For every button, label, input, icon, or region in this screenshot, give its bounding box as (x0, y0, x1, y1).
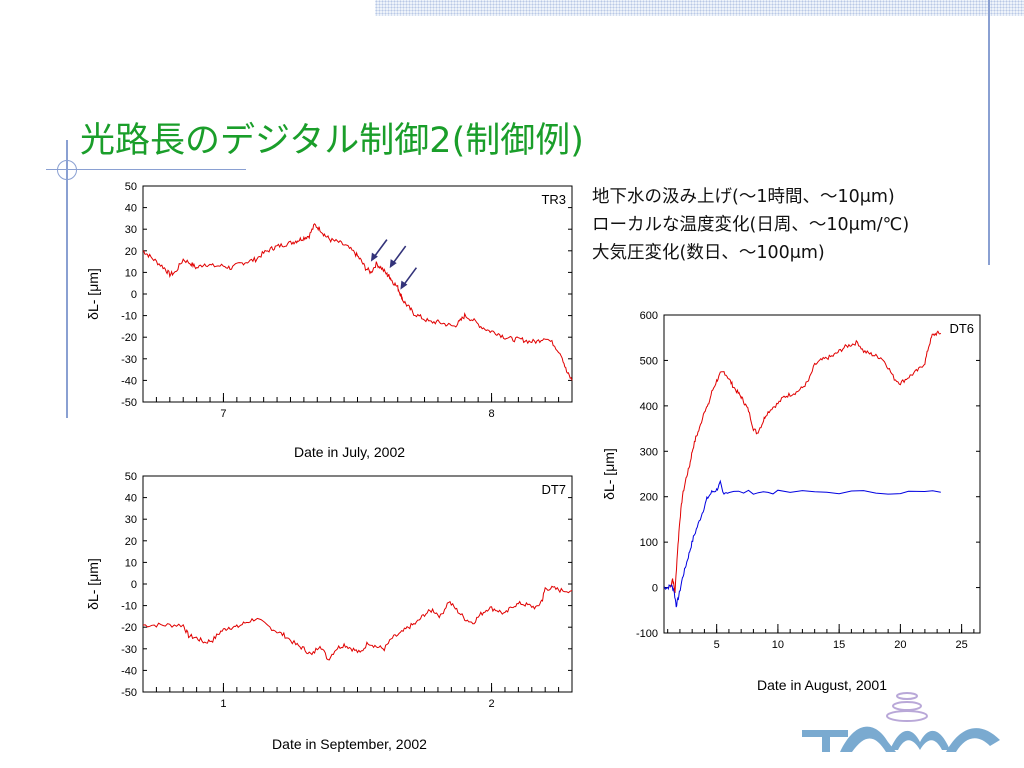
y-tick-label: 0 (131, 289, 137, 301)
y-tick-label: 30 (125, 514, 137, 526)
x-tick-label: 25 (956, 639, 968, 651)
decoration-line-left (66, 140, 68, 418)
decoration-circle (57, 160, 77, 180)
y-axis-label: δL- [μm] (601, 448, 617, 500)
y-tick-label: -100 (636, 628, 658, 640)
y-tick-label: 600 (640, 310, 658, 322)
y-tick-label: 30 (125, 224, 137, 236)
y-tick-label: -20 (121, 332, 137, 344)
slide-title: 光路長のデジタル制御2(制御例) (80, 121, 584, 161)
event-arrow-head (400, 280, 408, 290)
note-pressure: 大気圧変化(数日、〜100μm) (592, 243, 825, 263)
x-axis-label: Date in September, 2002 (272, 736, 427, 752)
logo-ring-mid (892, 701, 922, 711)
y-tick-label: -30 (121, 644, 137, 656)
y-tick-label: 0 (652, 583, 658, 595)
y-tick-label: -10 (121, 601, 137, 613)
tama-logo (802, 692, 1000, 752)
logo-ring-top (896, 692, 918, 700)
y-tick-label: 10 (125, 557, 137, 569)
y-tick-label: 0 (131, 579, 137, 591)
chart-corner-label: DT7 (541, 482, 566, 497)
note-groundwater: 地下水の汲み上げ(〜1時間、〜10μm) (592, 187, 895, 207)
logo-letter-a1 (840, 726, 896, 752)
notes-list: 地下水の汲み上げ(〜1時間、〜10μm) ローカルな温度変化(日周、〜10μm/… (592, 183, 909, 267)
series-line-2 (663, 479, 941, 608)
y-tick-label: 20 (125, 246, 137, 258)
y-tick-label: 50 (125, 181, 137, 193)
x-tick-label: 1 (220, 698, 226, 710)
y-tick-label: -50 (121, 687, 137, 699)
logo-ring-low (886, 710, 928, 722)
y-tick-label: -40 (121, 665, 137, 677)
x-tick-label: 10 (772, 639, 784, 651)
logo-letter-m (890, 730, 950, 750)
plot-frame (663, 314, 981, 634)
x-axis-label: Date in August, 2001 (757, 677, 887, 693)
y-tick-label: 40 (125, 493, 137, 505)
y-tick-label: -10 (121, 311, 137, 323)
y-tick-label: 300 (640, 446, 658, 458)
logo-letter-t (802, 730, 848, 752)
series-line-1 (669, 330, 942, 594)
y-tick-label: 500 (640, 355, 658, 367)
plot-frame (142, 185, 573, 403)
plot-frame (142, 475, 573, 693)
event-arrow-head (389, 259, 397, 269)
y-tick-label: 100 (640, 537, 658, 549)
y-tick-label: 10 (125, 267, 137, 279)
x-tick-label: 20 (894, 639, 906, 651)
y-tick-label: 200 (640, 492, 658, 504)
event-arrow-head (370, 252, 378, 262)
y-tick-label: -20 (121, 622, 137, 634)
y-tick-label: 400 (640, 401, 658, 413)
chart-corner-label: DT6 (949, 321, 974, 336)
y-tick-label: -50 (121, 397, 137, 409)
x-tick-label: 8 (489, 408, 495, 420)
decoration-line-horizontal (46, 169, 246, 170)
y-tick-label: 50 (125, 471, 137, 483)
x-tick-label: 7 (220, 408, 226, 420)
x-tick-label: 2 (489, 698, 495, 710)
x-tick-label: 15 (833, 639, 845, 651)
series-line-1 (142, 585, 573, 661)
y-axis-label: δL- [μm] (85, 268, 101, 320)
x-tick-label: 5 (714, 639, 720, 651)
y-tick-label: -40 (121, 375, 137, 387)
header-decoration-band (375, 0, 1024, 16)
note-temperature: ローカルな温度変化(日周、〜10μm/℃) (592, 215, 910, 235)
y-axis-label: δL- [μm] (85, 558, 101, 610)
logo-letter-a2 (946, 728, 1000, 752)
series-line-1 (142, 223, 573, 381)
y-tick-label: 40 (125, 203, 137, 215)
x-axis-label: Date in July, 2002 (294, 444, 405, 460)
y-tick-label: 20 (125, 536, 137, 548)
decoration-line-right (988, 0, 990, 265)
y-tick-label: -30 (121, 354, 137, 366)
chart-corner-label: TR3 (541, 192, 566, 207)
